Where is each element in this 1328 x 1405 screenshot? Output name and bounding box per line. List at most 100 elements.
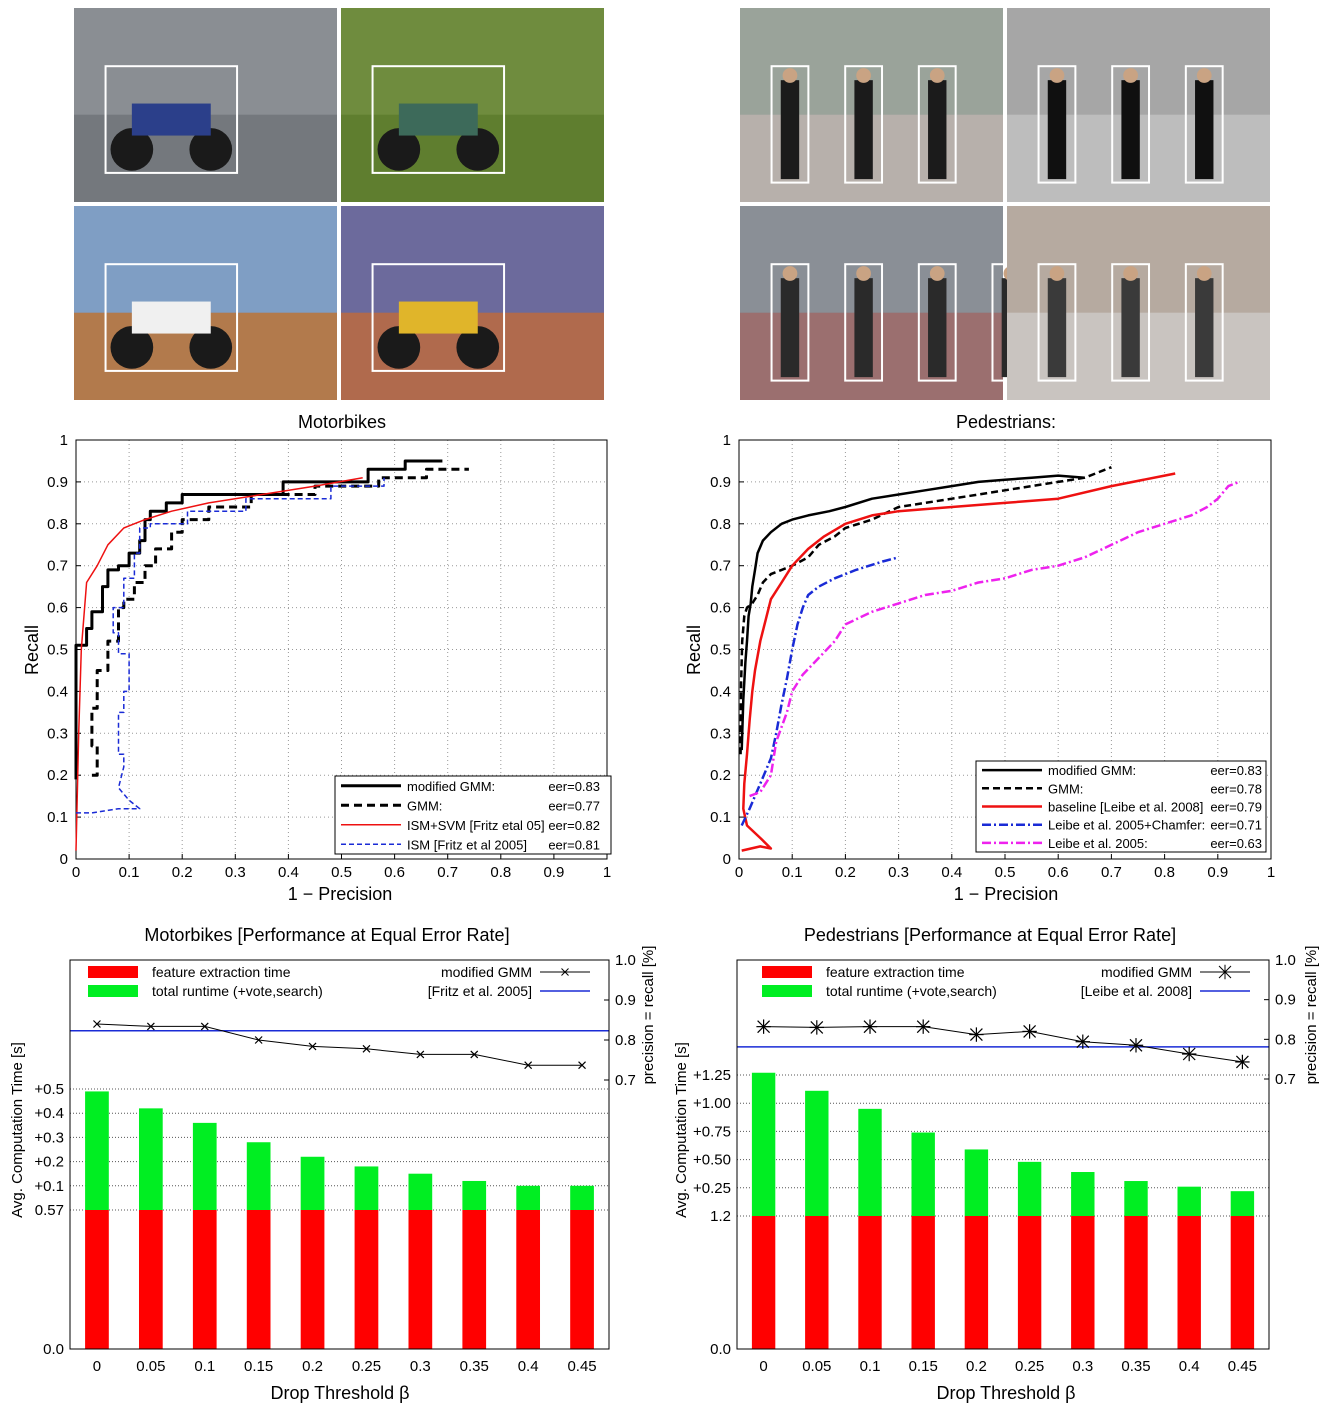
legend-eer: eer=0.83 bbox=[1210, 763, 1262, 778]
legend-label: modified GMM: bbox=[407, 779, 495, 794]
total-runtime-bar bbox=[751, 1072, 776, 1216]
x-tick-label: 0.1 bbox=[782, 864, 803, 881]
y-tick-label: 0.8 bbox=[47, 516, 68, 533]
performance-marker bbox=[146, 1022, 155, 1031]
legend-eer: eer=0.82 bbox=[548, 818, 600, 833]
detection-box bbox=[844, 263, 884, 382]
performance-marker bbox=[254, 1036, 263, 1044]
y-tick-label: 0.6 bbox=[47, 600, 68, 617]
feature-time-bar bbox=[570, 1210, 594, 1349]
legend-label: Leibe et al. 2005+Chamfer: bbox=[1048, 818, 1205, 833]
detection-box bbox=[770, 263, 810, 382]
pedestrian-head bbox=[856, 68, 871, 83]
performance-marker bbox=[1235, 1054, 1250, 1070]
series-line bbox=[740, 556, 899, 827]
x-tick-label: 0.3 bbox=[225, 864, 246, 881]
total-runtime-bar bbox=[462, 1180, 487, 1210]
x-tick-label: 0.2 bbox=[966, 1358, 987, 1375]
performance-marker bbox=[1182, 1046, 1197, 1062]
marker-stroke bbox=[416, 1050, 425, 1059]
series-line bbox=[741, 472, 1176, 852]
feature-time-bar bbox=[964, 1216, 989, 1349]
pedestrian-head bbox=[1123, 68, 1138, 83]
performance-marker bbox=[470, 1050, 479, 1059]
photo-tile bbox=[341, 206, 604, 400]
x-tick-label: 0.9 bbox=[1207, 864, 1228, 881]
performance-line bbox=[763, 1026, 1243, 1063]
pedestrian-shape bbox=[928, 278, 947, 378]
total-runtime-bar bbox=[858, 1108, 882, 1216]
motorbikes-runtime-chart: Motorbikes [Performance at Equal Error R… bbox=[9, 925, 657, 1403]
y-tick-label: 0.8 bbox=[710, 516, 731, 533]
detection-box bbox=[371, 263, 506, 372]
x-tick-label: 0 bbox=[735, 864, 743, 881]
legend-swatch bbox=[88, 966, 138, 978]
pedestrian-head bbox=[1196, 266, 1212, 281]
detection-box bbox=[917, 263, 957, 382]
chart-title: Motorbikes [Performance at Equal Error R… bbox=[144, 925, 509, 945]
performance-line bbox=[96, 1023, 582, 1066]
photo-tile bbox=[74, 8, 337, 202]
left-tick-label: +0.1 bbox=[34, 1178, 64, 1195]
photo-tile bbox=[740, 206, 1031, 400]
pedestrian-shape bbox=[854, 80, 873, 180]
legend-label: GMM: bbox=[407, 798, 442, 813]
left-tick-label: +0.2 bbox=[34, 1154, 64, 1171]
marker-stroke bbox=[524, 1061, 533, 1070]
x-tick-label: 0.9 bbox=[543, 864, 564, 881]
wheel-shape bbox=[456, 326, 500, 369]
left-tick-label: 0.57 bbox=[35, 1202, 64, 1219]
pedestrian-shape bbox=[1047, 278, 1067, 378]
wheel-shape bbox=[110, 128, 154, 171]
legend-label: ISM+SVM [Fritz etal 05] bbox=[407, 818, 545, 833]
x-tick-label: 0.3 bbox=[1072, 1358, 1093, 1375]
right-axis-label: precision = recall [%] bbox=[640, 946, 657, 1085]
right-tick-label: 0.9 bbox=[615, 992, 636, 1009]
x-tick-label: 0.1 bbox=[860, 1358, 881, 1375]
plot-frame bbox=[736, 959, 1270, 1350]
pedestrian-shape bbox=[928, 80, 947, 180]
photo-tile bbox=[341, 8, 604, 202]
detection-box bbox=[1037, 263, 1077, 382]
series-line bbox=[90, 467, 469, 777]
y-axis-label: Recall bbox=[684, 625, 704, 675]
legend-eer: eer=0.79 bbox=[1210, 800, 1262, 815]
pedestrian-shape bbox=[780, 80, 800, 180]
total-runtime-bar bbox=[300, 1156, 325, 1210]
feature-time-bar bbox=[138, 1210, 163, 1349]
pedestrians-runtime-chart: Pedestrians [Performance at Equal Error … bbox=[673, 925, 1320, 1403]
series-line bbox=[74, 459, 443, 780]
x-tick-label: 0.8 bbox=[490, 864, 511, 881]
x-tick-label: 0.1 bbox=[119, 864, 140, 881]
motorbike-body bbox=[131, 103, 211, 136]
x-tick-label: 0.45 bbox=[1228, 1358, 1257, 1375]
x-tick-label: 0.8 bbox=[1154, 864, 1175, 881]
marker-stroke bbox=[254, 1036, 263, 1044]
detection-box bbox=[844, 65, 884, 184]
performance-marker bbox=[578, 1061, 586, 1070]
pedestrian-shape bbox=[780, 278, 800, 378]
detection-box bbox=[104, 65, 239, 174]
detection-box bbox=[1184, 263, 1224, 382]
left-tick-label: +0.75 bbox=[693, 1123, 731, 1140]
left-tick-label: +0.50 bbox=[693, 1152, 731, 1169]
pedestrian-head bbox=[1049, 68, 1065, 83]
marker-stroke bbox=[470, 1050, 479, 1059]
legend-label: feature extraction time bbox=[152, 964, 291, 980]
legend-label: [Leibe et al. 2008] bbox=[1081, 983, 1192, 999]
detection-box bbox=[770, 65, 810, 184]
photo-tile bbox=[74, 206, 337, 400]
right-tick-label: 1.0 bbox=[615, 952, 636, 969]
right-tick-label: 0.9 bbox=[1275, 992, 1296, 1009]
series-line bbox=[75, 476, 363, 851]
y-tick-label: 0.2 bbox=[47, 767, 68, 784]
performance-marker bbox=[809, 1020, 824, 1035]
y-tick-label: 0.7 bbox=[710, 558, 731, 575]
total-runtime-bar bbox=[192, 1122, 217, 1210]
total-runtime-bar bbox=[354, 1166, 379, 1210]
series-line bbox=[740, 474, 1085, 751]
total-runtime-bar bbox=[408, 1173, 433, 1210]
total-runtime-bar bbox=[85, 1091, 109, 1210]
pedestrian-head bbox=[782, 266, 798, 281]
feature-time-bar bbox=[1124, 1216, 1148, 1349]
